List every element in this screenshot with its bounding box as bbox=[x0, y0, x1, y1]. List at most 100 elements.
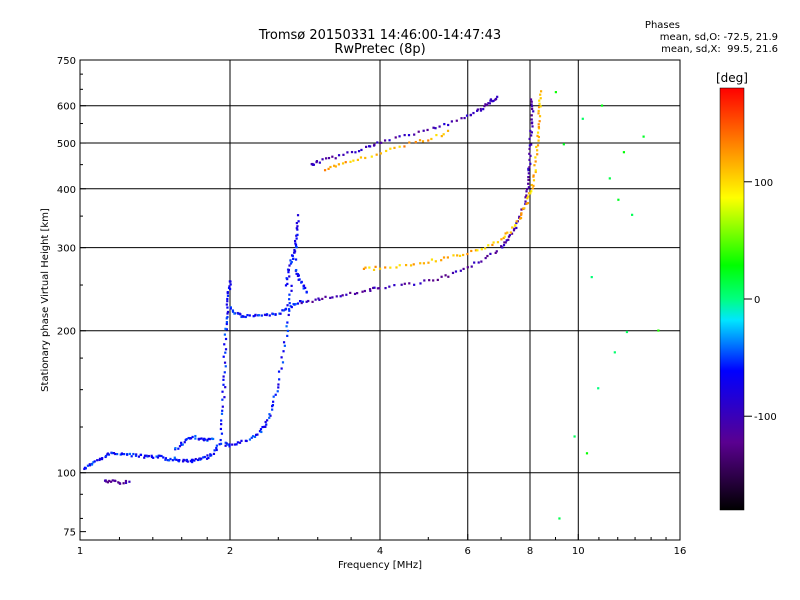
data-point bbox=[239, 313, 242, 316]
data-point bbox=[537, 135, 540, 139]
data-point bbox=[268, 314, 271, 317]
data-point bbox=[223, 333, 226, 336]
data-point bbox=[183, 441, 186, 444]
data-point bbox=[224, 348, 228, 351]
data-point bbox=[268, 416, 271, 419]
data-point bbox=[434, 127, 437, 130]
data-point bbox=[215, 446, 218, 450]
data-point bbox=[152, 456, 155, 459]
data-point bbox=[530, 114, 533, 117]
colorbar-tick-label: -100 bbox=[754, 412, 777, 423]
data-point bbox=[528, 158, 531, 161]
data-point bbox=[339, 295, 342, 298]
data-point bbox=[226, 315, 229, 319]
data-point bbox=[510, 232, 514, 235]
data-point bbox=[515, 226, 518, 230]
data-point bbox=[271, 404, 275, 407]
data-point bbox=[536, 131, 540, 134]
data-point bbox=[484, 247, 487, 250]
colorbar-label: [deg] bbox=[716, 71, 748, 85]
data-point bbox=[288, 275, 291, 278]
data-point bbox=[442, 256, 446, 259]
data-point bbox=[300, 301, 303, 305]
data-point bbox=[287, 268, 290, 272]
data-point bbox=[539, 90, 543, 93]
data-point bbox=[459, 269, 462, 272]
data-point bbox=[337, 163, 341, 166]
data-point bbox=[404, 263, 408, 267]
data-point bbox=[454, 270, 458, 273]
data-point bbox=[527, 195, 530, 198]
data-point bbox=[288, 298, 291, 301]
data-point bbox=[83, 467, 86, 471]
data-point bbox=[280, 367, 283, 370]
data-point bbox=[403, 133, 406, 137]
data-point bbox=[202, 456, 205, 459]
data-point bbox=[263, 313, 267, 316]
data-point bbox=[203, 438, 207, 441]
data-point bbox=[428, 279, 431, 282]
data-point bbox=[489, 98, 493, 101]
data-point bbox=[164, 457, 168, 460]
legend-x-stats: mean, sd,X: 99.5, 21.6 bbox=[661, 44, 778, 55]
data-point bbox=[527, 175, 530, 179]
data-point bbox=[334, 157, 337, 160]
data-point bbox=[375, 153, 378, 156]
data-point bbox=[221, 390, 224, 393]
data-point bbox=[476, 249, 479, 252]
data-point bbox=[219, 427, 223, 431]
data-point bbox=[215, 448, 218, 452]
data-point bbox=[272, 400, 275, 403]
data-point bbox=[225, 322, 228, 326]
data-point bbox=[525, 194, 528, 197]
data-point bbox=[242, 315, 245, 318]
data-point bbox=[534, 160, 537, 163]
data-point bbox=[505, 239, 508, 242]
data-point bbox=[286, 329, 289, 333]
data-point bbox=[96, 459, 99, 462]
data-point bbox=[388, 139, 391, 142]
data-point bbox=[258, 430, 262, 433]
data-point bbox=[251, 435, 255, 438]
data-point bbox=[447, 275, 450, 278]
data-point bbox=[538, 102, 541, 105]
data-point bbox=[484, 103, 487, 106]
data-point bbox=[296, 273, 300, 276]
data-point bbox=[443, 122, 446, 126]
data-point bbox=[229, 280, 232, 283]
data-point bbox=[282, 350, 285, 353]
data-point bbox=[526, 202, 530, 205]
data-point bbox=[350, 150, 354, 154]
data-point bbox=[341, 162, 345, 165]
data-point bbox=[183, 459, 186, 462]
data-point bbox=[223, 343, 226, 346]
data-point bbox=[435, 133, 438, 137]
data-point bbox=[520, 208, 523, 211]
data-point bbox=[146, 455, 149, 458]
data-point bbox=[513, 227, 516, 230]
data-point bbox=[523, 207, 526, 210]
data-point bbox=[220, 432, 224, 435]
x-axis-label: Frequency [MHz] bbox=[338, 560, 422, 571]
data-point bbox=[295, 221, 298, 225]
data-point bbox=[177, 460, 181, 463]
data-point bbox=[334, 165, 337, 168]
data-point bbox=[207, 437, 210, 440]
data-point bbox=[519, 216, 523, 220]
data-point bbox=[196, 458, 200, 462]
data-point bbox=[189, 460, 192, 463]
data-point bbox=[352, 159, 355, 162]
data-point bbox=[554, 91, 557, 94]
data-point bbox=[252, 315, 255, 318]
data-point bbox=[286, 282, 289, 286]
data-point bbox=[359, 156, 363, 159]
data-point bbox=[341, 294, 344, 297]
data-point bbox=[368, 288, 372, 291]
data-point bbox=[451, 271, 455, 275]
data-point bbox=[492, 99, 495, 102]
data-point bbox=[479, 107, 482, 111]
x-tick-label: 16 bbox=[674, 546, 687, 557]
data-point bbox=[323, 169, 327, 172]
data-point bbox=[398, 135, 401, 138]
data-point bbox=[376, 287, 380, 290]
